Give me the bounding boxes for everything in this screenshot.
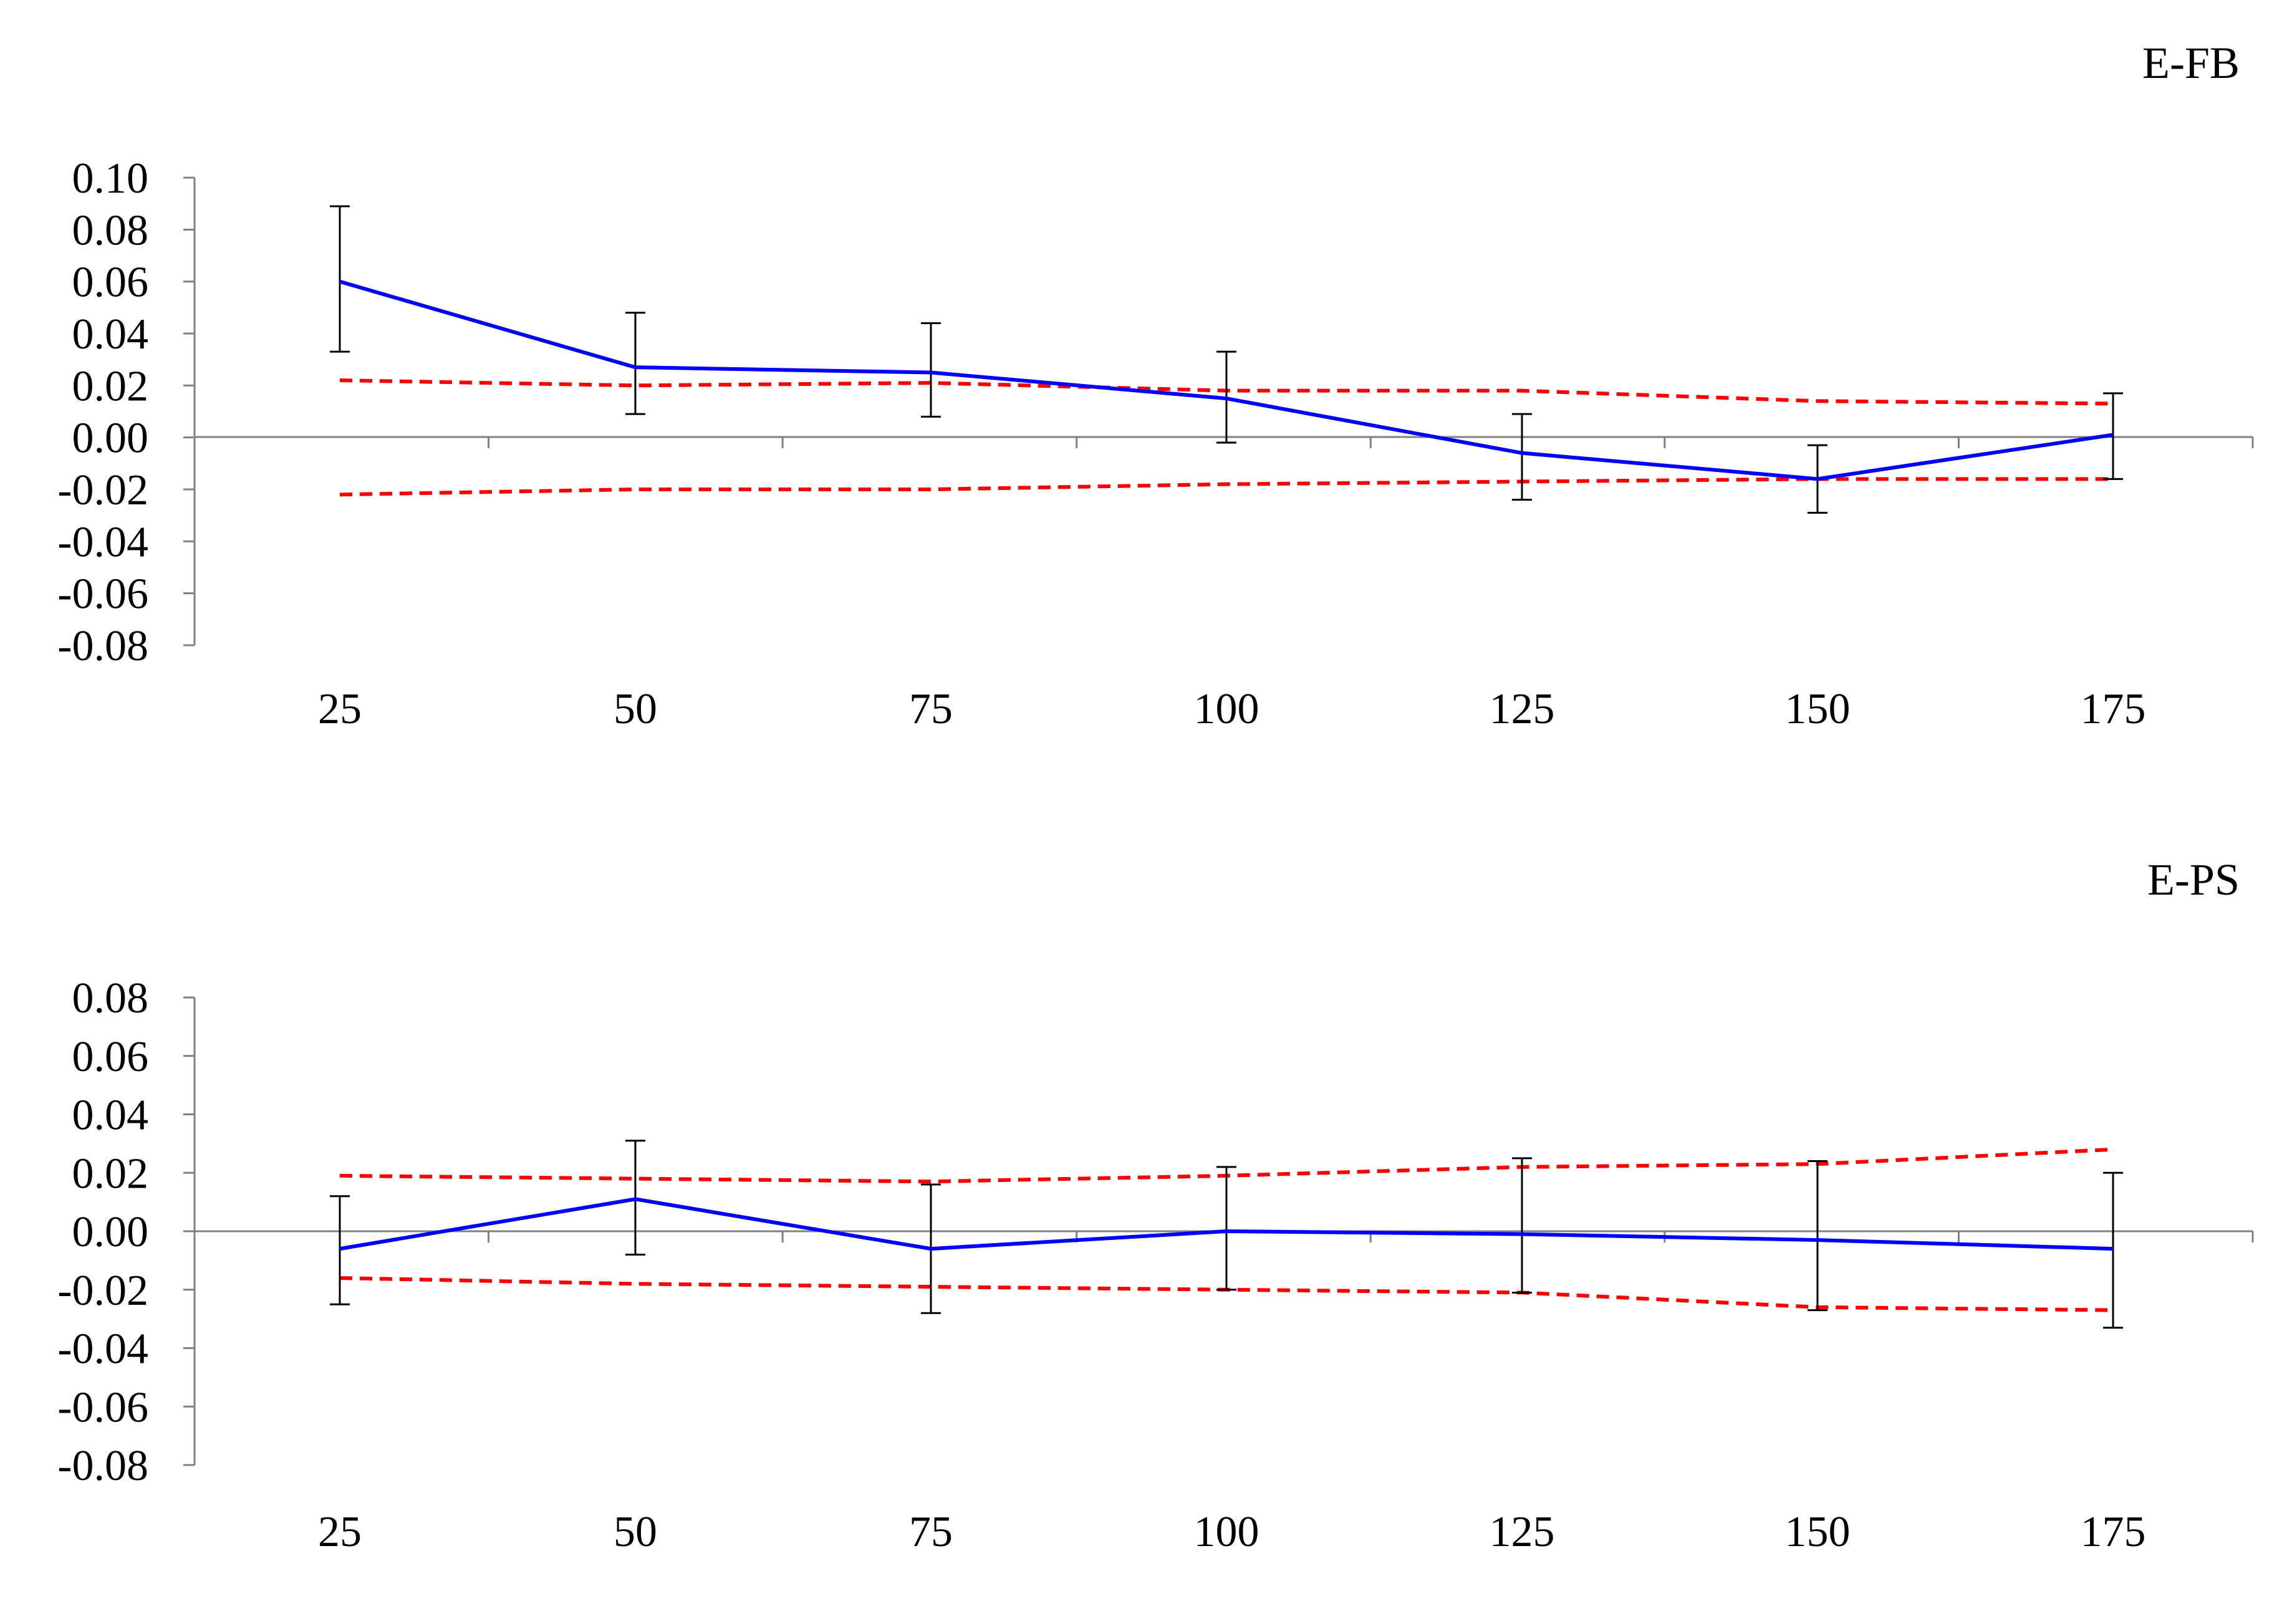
chart-panel-e-ps: E-PS 0.08 0.06 0.04 0.02 0.00 -0.02 -0.04 -0.06 -… (57, 855, 2254, 1556)
x-tick-label: 100 (1194, 1508, 1259, 1556)
x-tick-label: 175 (2081, 685, 2146, 733)
series-line-lower-bound (339, 477, 2113, 497)
x-tick-label: 75 (909, 685, 953, 733)
y-tick-label: -0.02 (57, 466, 148, 514)
x-tick-label: 150 (1785, 1508, 1851, 1556)
y-tick-label: 0.02 (72, 362, 149, 410)
y-tick-label: 0.04 (72, 310, 149, 358)
x-tick-label: 150 (1785, 685, 1851, 733)
x-tick-label: 125 (1490, 1508, 1555, 1556)
y-tick-label: 0.04 (72, 1092, 149, 1140)
x-tick-label: 25 (318, 685, 362, 733)
y-tick-label: 0.08 (72, 974, 149, 1022)
y-tick-label: -0.08 (57, 1442, 148, 1490)
x-tick-label: 50 (614, 1508, 657, 1556)
y-tick-label: -0.06 (57, 1383, 148, 1431)
x-tick-label: 50 (614, 685, 657, 733)
y-tick-label: 0.08 (72, 206, 149, 254)
y-tick-label: 0.06 (72, 259, 149, 307)
y-tick-label: 0.02 (72, 1150, 149, 1198)
x-tick-label: 25 (318, 1508, 362, 1556)
y-tick-label: 0.00 (72, 1208, 149, 1256)
y-tick-label: -0.04 (57, 1325, 148, 1373)
chart-title: E-PS (2147, 855, 2240, 905)
y-tick-label: -0.06 (57, 570, 148, 618)
y-tick-label: -0.02 (57, 1267, 148, 1315)
series-line-main (339, 1197, 2114, 1251)
x-tick-label: 75 (909, 1508, 953, 1556)
y-tick-label: -0.04 (57, 518, 148, 566)
chart-title: E-FB (2142, 38, 2240, 88)
y-tick-label: 0.10 (72, 155, 149, 203)
y-tick-label: 0.06 (72, 1033, 149, 1081)
x-tick-label: 125 (1490, 685, 1555, 733)
y-tick-label: -0.08 (57, 622, 148, 670)
chart-panel-e-fb: E-FB0.100.080.060.040.020.00-0.02-0.04-0… (57, 38, 2254, 733)
y-tick-label: 0.00 (72, 415, 149, 463)
x-tick-label: 100 (1194, 685, 1259, 733)
series-line-main (339, 279, 2114, 481)
x-tick-label: 175 (2081, 1508, 2146, 1556)
